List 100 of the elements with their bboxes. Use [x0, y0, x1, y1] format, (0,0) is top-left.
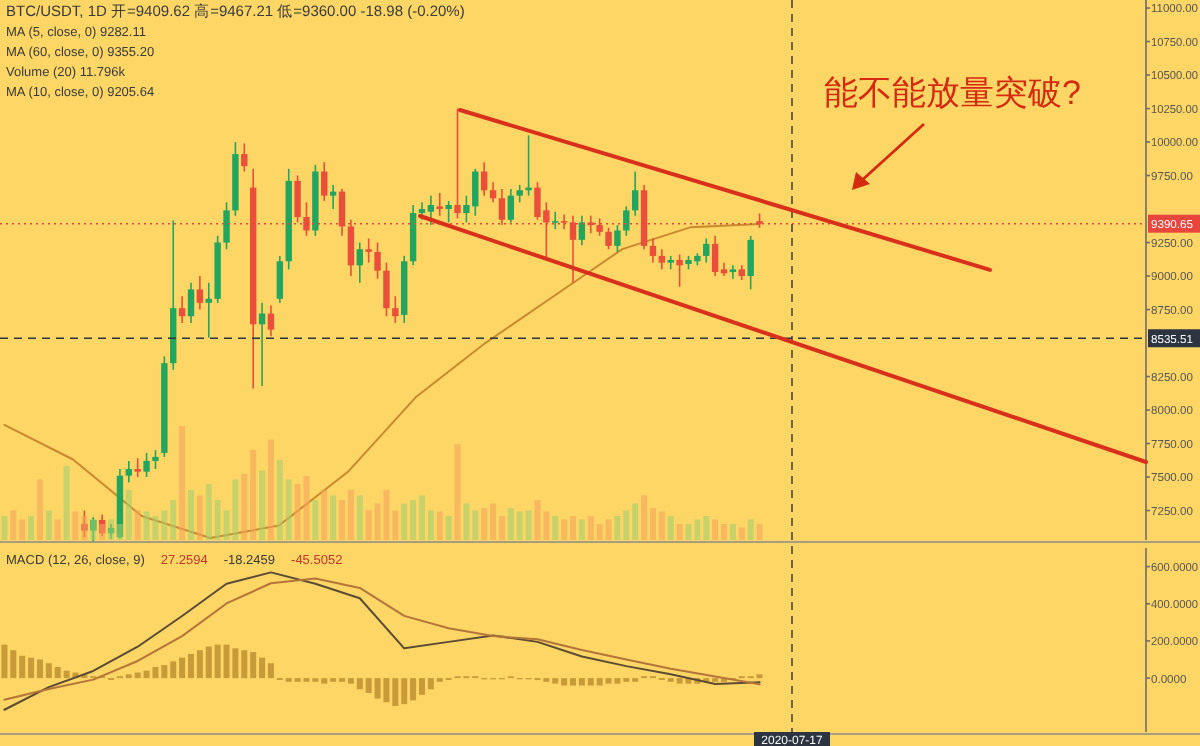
bar	[223, 510, 230, 540]
bar	[623, 510, 630, 540]
candlestick	[356, 241, 363, 284]
bar	[383, 678, 390, 703]
candlestick	[187, 281, 195, 324]
bar	[205, 484, 212, 540]
bar	[392, 510, 399, 540]
candlestick	[427, 194, 435, 226]
candlestick	[480, 161, 488, 197]
bar	[738, 527, 745, 540]
bar	[223, 644, 230, 679]
bar	[498, 516, 505, 540]
bar	[632, 503, 639, 540]
candlestick	[365, 237, 372, 264]
bar	[534, 500, 541, 540]
bar	[72, 511, 79, 540]
bar	[676, 678, 683, 684]
bar	[401, 503, 408, 540]
candlestick	[392, 295, 399, 324]
bar	[267, 439, 274, 540]
candlestick	[711, 235, 719, 277]
bar	[578, 519, 585, 540]
candlestick	[329, 184, 337, 210]
bar	[561, 519, 568, 540]
bar	[143, 511, 150, 540]
candlestick	[445, 200, 452, 224]
bar	[143, 670, 150, 679]
candlestick	[205, 281, 212, 339]
bar	[614, 678, 621, 684]
bar	[241, 473, 248, 540]
bar	[45, 510, 52, 540]
candlestick	[90, 516, 97, 543]
bar	[36, 479, 43, 540]
bar	[472, 510, 479, 540]
candlestick	[383, 261, 390, 318]
candlestick	[241, 142, 248, 173]
bar	[294, 484, 301, 540]
bar	[587, 516, 594, 540]
candlestick	[578, 214, 586, 247]
candlestick	[614, 224, 621, 253]
annotation: 能不能放量突破?	[824, 74, 1081, 112]
bar	[28, 516, 35, 540]
bar	[196, 495, 203, 540]
bar	[267, 663, 274, 679]
bar	[152, 666, 159, 679]
bar	[507, 508, 514, 540]
bar	[747, 519, 754, 540]
bar	[605, 678, 612, 684]
candlestick	[223, 201, 230, 251]
candlestick	[747, 235, 754, 291]
candlestick	[152, 449, 159, 470]
candlestick	[436, 192, 443, 217]
candlestick	[623, 205, 630, 237]
bar	[214, 500, 221, 540]
bar	[365, 510, 372, 540]
candlestick	[276, 255, 284, 304]
bar	[667, 516, 674, 540]
candlestick	[658, 248, 666, 271]
bar	[330, 495, 337, 540]
bar	[721, 524, 728, 540]
bar	[347, 489, 354, 540]
candlestick	[631, 170, 639, 217]
bar	[436, 511, 443, 540]
bar	[712, 519, 719, 540]
bar	[516, 511, 523, 540]
bar	[116, 524, 123, 540]
bar	[525, 510, 532, 540]
candlestick	[489, 181, 497, 204]
bar	[552, 516, 559, 540]
bar	[250, 449, 257, 540]
candlestick	[196, 275, 204, 311]
candlestick	[374, 241, 381, 280]
candlestick	[649, 237, 657, 264]
bar	[676, 524, 683, 540]
candlestick	[125, 460, 133, 484]
bar	[303, 476, 310, 540]
candlestick	[267, 304, 275, 338]
bar	[454, 444, 461, 540]
bar	[427, 510, 434, 540]
bar	[63, 465, 70, 540]
bar	[1, 644, 8, 679]
bar	[641, 495, 648, 540]
candlestick	[667, 255, 674, 271]
candlestick	[552, 210, 559, 230]
bar	[276, 460, 283, 540]
bar	[658, 511, 665, 540]
bar	[232, 479, 239, 540]
candlestick	[676, 253, 683, 288]
bar	[756, 524, 763, 540]
bar	[285, 479, 292, 540]
bar	[463, 503, 470, 540]
bar	[445, 516, 452, 540]
candlestick	[321, 161, 328, 202]
bar	[170, 500, 177, 540]
candlestick	[134, 457, 141, 478]
bar	[418, 495, 425, 540]
bar	[152, 516, 159, 540]
bar	[685, 524, 692, 540]
bar	[481, 508, 488, 540]
bar	[161, 510, 168, 540]
